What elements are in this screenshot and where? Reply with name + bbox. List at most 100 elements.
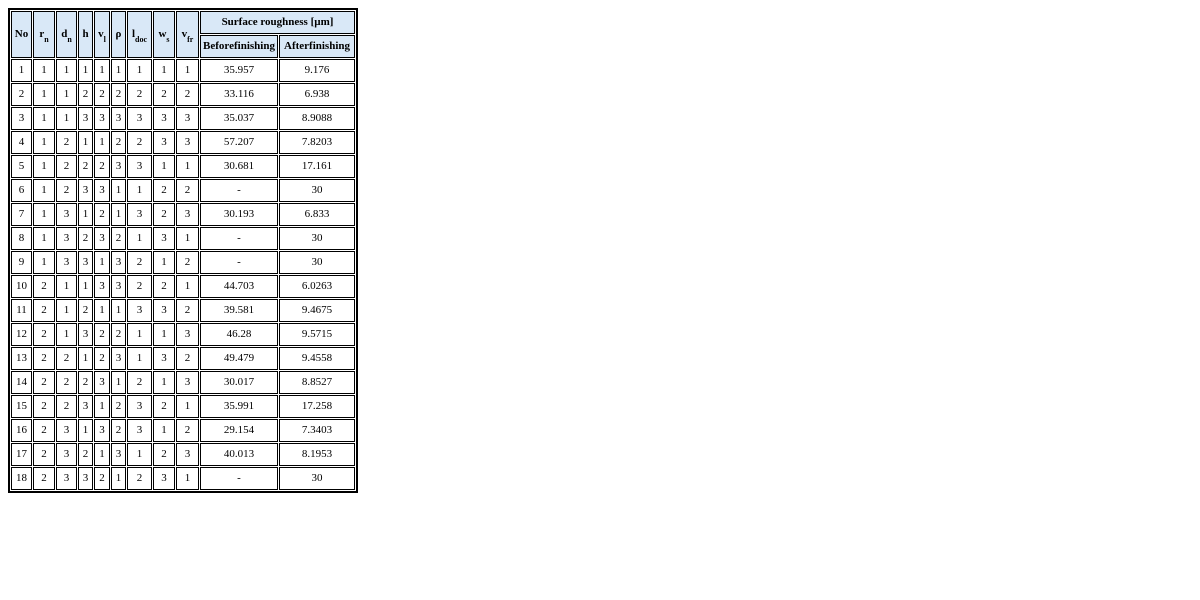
cell-vfr: 1 <box>176 59 199 82</box>
cell-dn: 3 <box>56 419 77 442</box>
cell-beforefinishing: 35.957 <box>200 59 278 82</box>
cell-rho: 2 <box>111 227 126 250</box>
cell-rn: 1 <box>33 131 55 154</box>
cell-vl: 3 <box>94 371 110 394</box>
cell-vl: 3 <box>94 227 110 250</box>
cell-rho: 1 <box>111 203 126 226</box>
cell-vl: 2 <box>94 467 110 490</box>
cell-dn: 2 <box>56 155 77 178</box>
cell-no: 4 <box>11 131 32 154</box>
cell-vl: 2 <box>94 155 110 178</box>
cell-afterfinishing: 7.8203 <box>279 131 355 154</box>
cell-ldoc: 2 <box>127 83 152 106</box>
cell-afterfinishing: 30 <box>279 227 355 250</box>
cell-no: 7 <box>11 203 32 226</box>
cell-ws: 1 <box>153 323 175 346</box>
cell-vfr: 3 <box>176 203 199 226</box>
cell-rho: 3 <box>111 347 126 370</box>
cell-rn: 1 <box>33 179 55 202</box>
cell-no: 1 <box>11 59 32 82</box>
cell-ldoc: 2 <box>127 371 152 394</box>
cell-h: 1 <box>78 275 93 298</box>
cell-h: 2 <box>78 227 93 250</box>
cell-h: 3 <box>78 467 93 490</box>
cell-afterfinishing: 9.5715 <box>279 323 355 346</box>
cell-ws: 3 <box>153 347 175 370</box>
cell-vfr: 2 <box>176 83 199 106</box>
cell-dn: 2 <box>56 131 77 154</box>
col-header-vl: vl <box>94 11 110 58</box>
cell-vl: 2 <box>94 203 110 226</box>
cell-no: 10 <box>11 275 32 298</box>
cell-beforefinishing: 46.28 <box>200 323 278 346</box>
cell-no: 13 <box>11 347 32 370</box>
cell-no: 15 <box>11 395 32 418</box>
cell-afterfinishing: 30 <box>279 179 355 202</box>
surface-roughness-table: No rn dn h vl ρ ldoc ws vfr Surface roug… <box>8 8 358 493</box>
cell-dn: 2 <box>56 179 77 202</box>
cell-vfr: 3 <box>176 371 199 394</box>
cell-vfr: 1 <box>176 395 199 418</box>
cell-h: 3 <box>78 107 93 130</box>
cell-ldoc: 3 <box>127 395 152 418</box>
cell-beforefinishing: 29.154 <box>200 419 278 442</box>
cell-ws: 1 <box>153 155 175 178</box>
cell-beforefinishing: 57.207 <box>200 131 278 154</box>
cell-ldoc: 3 <box>127 203 152 226</box>
cell-vl: 3 <box>94 419 110 442</box>
cell-h: 2 <box>78 155 93 178</box>
cell-no: 5 <box>11 155 32 178</box>
cell-beforefinishing: 30.681 <box>200 155 278 178</box>
cell-vl: 1 <box>94 395 110 418</box>
cell-vl: 3 <box>94 179 110 202</box>
cell-dn: 2 <box>56 371 77 394</box>
cell-ws: 2 <box>153 179 175 202</box>
cell-h: 2 <box>78 299 93 322</box>
cell-vl: 1 <box>94 443 110 466</box>
cell-no: 11 <box>11 299 32 322</box>
cell-dn: 3 <box>56 467 77 490</box>
table-row: 7 1 3 1 2 1 3 2 3 30.193 6.833 <box>11 203 355 226</box>
cell-afterfinishing: 8.9088 <box>279 107 355 130</box>
cell-ws: 2 <box>153 203 175 226</box>
cell-ldoc: 2 <box>127 251 152 274</box>
cell-afterfinishing: 9.4558 <box>279 347 355 370</box>
cell-ldoc: 2 <box>127 131 152 154</box>
cell-rho: 1 <box>111 179 126 202</box>
cell-beforefinishing: - <box>200 227 278 250</box>
cell-rn: 2 <box>33 443 55 466</box>
col-header-h: h <box>78 11 93 58</box>
group-header-surface-roughness: Surface roughness [µm] <box>200 11 355 34</box>
cell-ws: 3 <box>153 299 175 322</box>
cell-no: 16 <box>11 419 32 442</box>
cell-vfr: 1 <box>176 227 199 250</box>
cell-rn: 1 <box>33 251 55 274</box>
cell-h: 3 <box>78 179 93 202</box>
cell-rho: 1 <box>111 59 126 82</box>
cell-dn: 2 <box>56 395 77 418</box>
table-header: No rn dn h vl ρ ldoc ws vfr Surface roug… <box>11 11 355 58</box>
cell-rho: 3 <box>111 155 126 178</box>
cell-dn: 3 <box>56 251 77 274</box>
cell-h: 2 <box>78 83 93 106</box>
cell-afterfinishing: 30 <box>279 467 355 490</box>
cell-beforefinishing: 49.479 <box>200 347 278 370</box>
cell-rn: 1 <box>33 155 55 178</box>
cell-h: 3 <box>78 323 93 346</box>
cell-vl: 2 <box>94 323 110 346</box>
cell-h: 1 <box>78 59 93 82</box>
cell-dn: 2 <box>56 347 77 370</box>
table-row: 2 1 1 2 2 2 2 2 2 33.116 6.938 <box>11 83 355 106</box>
table-row: 10 2 1 1 3 3 2 2 1 44.703 6.0263 <box>11 275 355 298</box>
table-row: 12 2 1 3 2 2 1 1 3 46.28 9.5715 <box>11 323 355 346</box>
cell-ws: 3 <box>153 107 175 130</box>
col-header-ws: ws <box>153 11 175 58</box>
cell-rn: 2 <box>33 275 55 298</box>
header-row-top: No rn dn h vl ρ ldoc ws vfr Surface roug… <box>11 11 355 58</box>
cell-rn: 2 <box>33 347 55 370</box>
cell-dn: 1 <box>56 83 77 106</box>
cell-no: 12 <box>11 323 32 346</box>
cell-rn: 2 <box>33 371 55 394</box>
cell-ws: 3 <box>153 131 175 154</box>
cell-rn: 2 <box>33 395 55 418</box>
